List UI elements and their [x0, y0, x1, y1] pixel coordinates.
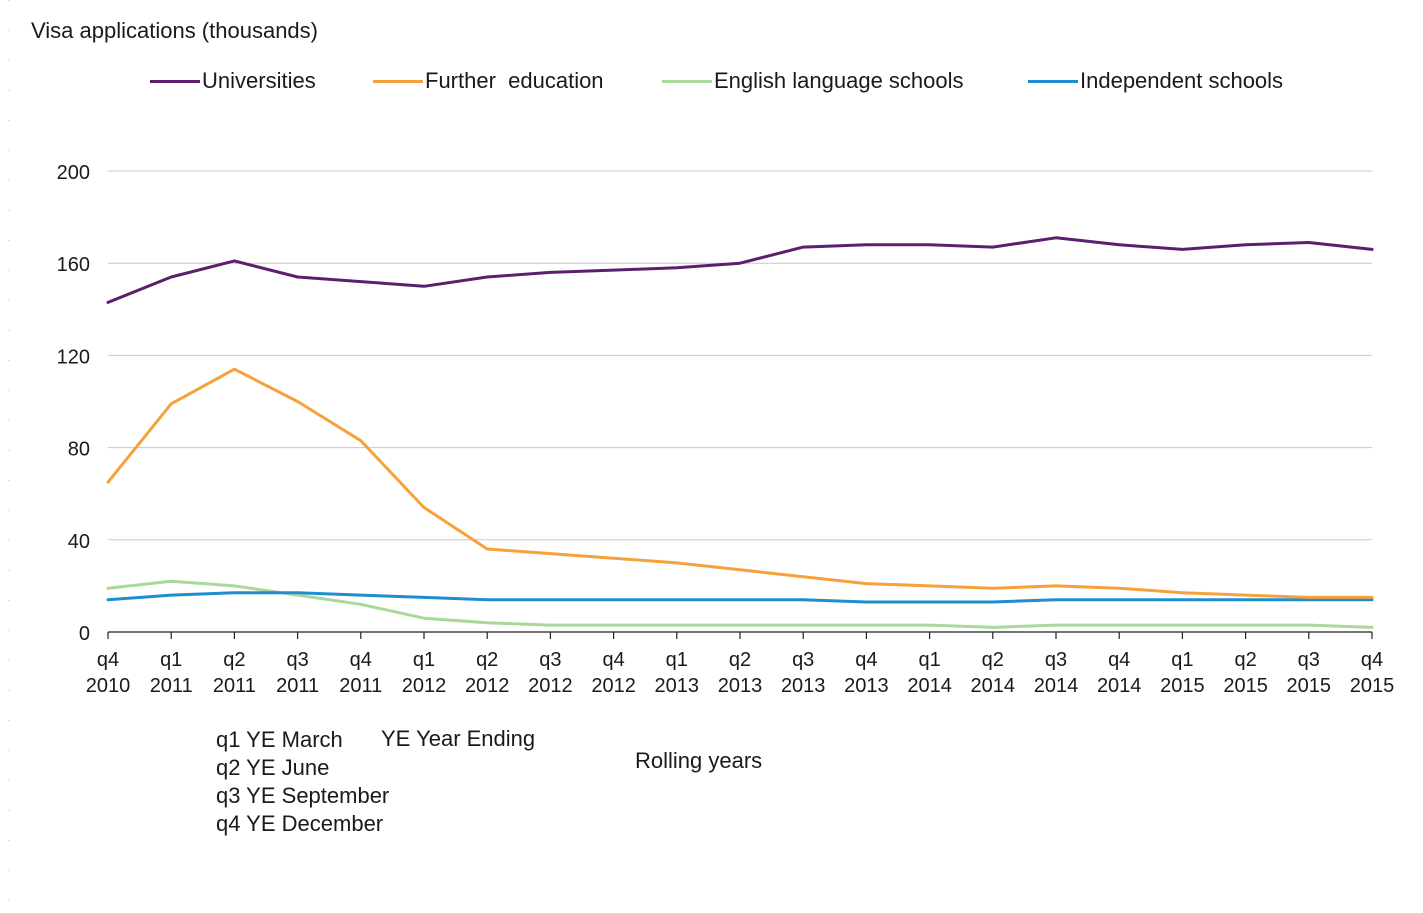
- y-axis-label: Visa applications (thousands): [31, 18, 318, 43]
- x-tick-label-quarter: q1: [160, 649, 182, 671]
- note-q1: q1 YE March: [216, 727, 343, 752]
- x-tick-label-year: 2011: [339, 675, 382, 697]
- x-tick-label-quarter: q2: [223, 649, 245, 671]
- x-tick-label-year: 2011: [213, 675, 256, 697]
- x-tick-label-year: 2014: [971, 675, 1016, 697]
- x-tick-label-quarter: q1: [918, 649, 940, 671]
- x-axis-label: Rolling years: [635, 748, 763, 773]
- legend-item-universities: Universities: [150, 68, 316, 94]
- quarter-notes: q1 YE March q2 YE June q3 YE September q…: [216, 726, 389, 838]
- note-q3: q3 YE September: [216, 783, 390, 808]
- x-tick-label-quarter: q3: [1045, 649, 1067, 671]
- x-tick-label-quarter: q2: [1234, 649, 1256, 671]
- y-tick-label: 120: [57, 346, 90, 368]
- legend-label-universities: Universities: [202, 68, 316, 93]
- x-tick-label-year: 2012: [465, 675, 510, 697]
- legend-label-independent-schools: Independent schools: [1080, 68, 1284, 93]
- series-line-further-education: [106, 367, 1374, 599]
- legend-item-english-language-schools: English language schools: [662, 68, 964, 94]
- legend-label-further-education: Further education: [425, 68, 604, 93]
- x-tick-label-year: 2013: [655, 675, 700, 697]
- x-tick-label-quarter: q4: [602, 649, 624, 671]
- x-tick-label-quarter: q3: [792, 649, 814, 671]
- x-tick-label-quarter: q3: [539, 649, 561, 671]
- x-tick-label-quarter: q1: [413, 649, 435, 671]
- x-tick-label-year: 2013: [844, 675, 889, 697]
- x-tick-label-quarter: q1: [666, 649, 688, 671]
- legend-swatch-further-education: [373, 79, 423, 83]
- x-tick-label-quarter: q2: [729, 649, 751, 671]
- y-tick-label: 40: [68, 531, 90, 553]
- y-tick-label: 0: [79, 623, 90, 645]
- x-tick-label-quarter: q4: [350, 649, 372, 671]
- x-tick-label-year: 2010: [86, 675, 131, 697]
- y-tick-label: 160: [57, 254, 90, 276]
- x-tick-label-quarter: q2: [982, 649, 1004, 671]
- y-tick-label: 200: [57, 162, 90, 184]
- note-q4: q4 YE December: [216, 811, 384, 836]
- legend: Universities Further education English l…: [0, 68, 1423, 98]
- x-tick-label-year: 2014: [1034, 675, 1079, 697]
- x-tick-label-quarter: q4: [97, 649, 119, 671]
- series-line-universities: [106, 236, 1374, 304]
- x-tick-label-year: 2014: [907, 675, 952, 697]
- legend-swatch-independent-schools: [1028, 79, 1078, 83]
- x-tick-label-year: 2013: [718, 675, 763, 697]
- legend-item-further-education: Further education: [373, 68, 604, 94]
- legend-swatch-universities: [150, 79, 200, 83]
- x-tick-label-year: 2012: [591, 675, 636, 697]
- x-tick-label-year: 2013: [781, 675, 826, 697]
- x-tick-label-quarter: q4: [855, 649, 877, 671]
- x-tick-label-quarter: q1: [1171, 649, 1193, 671]
- left-edge-dots: [8, 0, 10, 913]
- x-tick-label-year: 2015: [1160, 675, 1205, 697]
- x-tick-label-quarter: q3: [286, 649, 308, 671]
- x-tick-label-year: 2014: [1097, 675, 1142, 697]
- note-q2: q2 YE June: [216, 755, 330, 780]
- note-year-ending: YE Year Ending: [381, 726, 536, 751]
- x-tick-label-year: 2015: [1223, 675, 1268, 697]
- series-line-independent-schools: [106, 591, 1374, 604]
- legend-swatch-english-language-schools: [662, 79, 712, 83]
- legend-item-independent-schools: Independent schools: [1028, 68, 1283, 94]
- x-tick-label-year: 2015: [1350, 675, 1395, 697]
- x-tick-label-quarter: q3: [1298, 649, 1320, 671]
- y-tick-label: 80: [68, 439, 90, 461]
- x-tick-label-year: 2012: [528, 675, 573, 697]
- x-tick-label-year: 2011: [150, 675, 193, 697]
- x-tick-label-year: 2011: [276, 675, 319, 697]
- x-tick-label-quarter: q4: [1361, 649, 1383, 671]
- x-tick-label-year: 2015: [1287, 675, 1332, 697]
- x-tick-label-quarter: q4: [1108, 649, 1130, 671]
- series-line-english-language-schools: [106, 579, 1374, 629]
- legend-label-english-language-schools: English language schools: [714, 68, 964, 93]
- x-tick-label-quarter: q2: [476, 649, 498, 671]
- x-tick-label-year: 2012: [402, 675, 447, 697]
